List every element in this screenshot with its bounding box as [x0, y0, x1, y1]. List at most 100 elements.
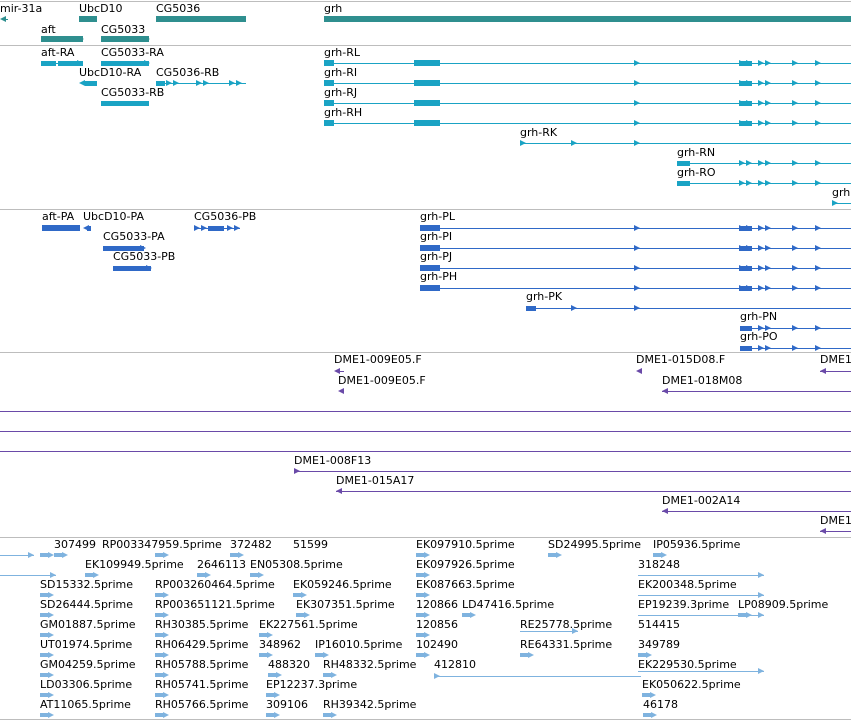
intron-line[interactable] — [820, 531, 851, 532]
est-block[interactable] — [155, 613, 165, 617]
est-label[interactable]: LD03306.5prime — [40, 678, 133, 691]
est-label[interactable]: UT01974.5prime — [40, 638, 133, 651]
est-label[interactable]: 120866 — [416, 598, 458, 611]
feature-label[interactable]: grh-RJ — [324, 86, 358, 99]
est-block[interactable] — [653, 553, 663, 557]
intron-line[interactable] — [638, 595, 764, 596]
intron-line[interactable] — [324, 103, 851, 104]
est-block[interactable] — [155, 653, 165, 657]
bac-line[interactable] — [0, 431, 851, 432]
est-block[interactable] — [293, 593, 303, 597]
intron-line[interactable] — [526, 308, 851, 309]
est-label[interactable]: SD26444.5prime — [40, 598, 133, 611]
est-block[interactable] — [40, 593, 50, 597]
feature-label[interactable]: grh-RI — [324, 66, 358, 79]
est-label[interactable]: EK087663.5prime — [416, 578, 515, 591]
gene-label[interactable]: aft — [41, 23, 56, 36]
intron-line[interactable] — [677, 183, 851, 184]
est-block[interactable] — [268, 673, 278, 677]
est-label[interactable]: RE64331.5prime — [520, 638, 613, 651]
est-label[interactable]: 318248 — [638, 558, 680, 571]
intron-line[interactable] — [324, 63, 851, 64]
intron-line[interactable] — [520, 143, 851, 144]
est-block[interactable] — [259, 653, 269, 657]
est-label[interactable]: 51599 — [293, 538, 328, 551]
exon-block[interactable] — [41, 61, 56, 66]
exon-block[interactable] — [113, 266, 151, 271]
est-label[interactable]: 349789 — [638, 638, 680, 651]
est-label[interactable]: RP003651121.5prime — [155, 598, 275, 611]
est-block[interactable] — [155, 713, 165, 717]
est-label[interactable]: SD15332.5prime — [40, 578, 133, 591]
intron-line[interactable] — [338, 371, 344, 372]
est-label[interactable]: GM04259.5prime — [40, 658, 136, 671]
est-block[interactable] — [643, 713, 653, 717]
protein-label[interactable]: UbcD10-PA — [83, 210, 144, 223]
exon-block[interactable] — [414, 100, 440, 106]
est-label[interactable]: LP08909.5prime — [738, 598, 829, 611]
bac-label[interactable]: DME1-008F13 — [294, 454, 372, 467]
intron-line[interactable] — [5, 19, 8, 20]
gene-block[interactable] — [324, 16, 851, 22]
gene-label[interactable]: mir-31a — [0, 2, 43, 15]
bac-label[interactable]: DME1-009E05.F — [338, 374, 426, 387]
est-block[interactable] — [197, 573, 207, 577]
exon-block[interactable] — [414, 120, 440, 126]
bac-label[interactable]: DME1-002A14 — [662, 494, 741, 507]
est-label[interactable]: EK097926.5prime — [416, 558, 515, 571]
est-label[interactable]: 102490 — [416, 638, 458, 651]
exon-block[interactable] — [677, 181, 690, 186]
est-block[interactable] — [155, 693, 165, 697]
feature-label[interactable]: grh-RL — [324, 46, 361, 59]
est-label[interactable]: EK097910.5prime — [416, 538, 515, 551]
protein-label[interactable]: grh-PJ — [420, 250, 453, 263]
est-block[interactable] — [462, 613, 472, 617]
exon-block[interactable] — [739, 266, 752, 271]
est-block[interactable] — [155, 593, 165, 597]
est-block[interactable] — [642, 693, 652, 697]
exon-block[interactable] — [103, 246, 144, 251]
exon-block[interactable] — [87, 226, 91, 231]
est-block[interactable] — [266, 693, 276, 697]
exon-block[interactable] — [414, 60, 440, 66]
exon-block[interactable] — [420, 265, 440, 271]
gene-label[interactable]: UbcD10 — [79, 2, 123, 15]
est-label[interactable]: 348962 — [259, 638, 301, 651]
protein-label[interactable]: grh-PI — [420, 230, 453, 243]
est-block[interactable] — [296, 613, 306, 617]
est-label[interactable]: RH05788.5prime — [155, 658, 249, 671]
est-label[interactable]: RH06429.5prime — [155, 638, 249, 651]
feature-label[interactable]: CG5036-RB — [156, 66, 220, 79]
est-block[interactable] — [738, 613, 748, 617]
gene-label[interactable]: CG5033 — [101, 23, 146, 36]
bac-label[interactable]: DME1 — [820, 514, 851, 527]
est-label[interactable]: LD47416.5prime — [462, 598, 555, 611]
est-label[interactable]: 46178 — [643, 698, 678, 711]
protein-label[interactable]: grh-PK — [526, 290, 563, 303]
est-block[interactable] — [155, 673, 165, 677]
est-label[interactable]: EK059246.5prime — [293, 578, 392, 591]
bac-label[interactable]: DME1-009E05.F — [334, 353, 422, 366]
est-label[interactable]: 120856 — [416, 618, 458, 631]
est-block[interactable] — [520, 653, 530, 657]
intron-line[interactable] — [336, 491, 851, 492]
est-block[interactable] — [416, 553, 426, 557]
bac-label[interactable]: DME1-015D08.F — [636, 353, 726, 366]
exon-block[interactable] — [526, 306, 536, 311]
est-label[interactable]: 514415 — [638, 618, 680, 631]
exon-block[interactable] — [324, 80, 334, 86]
bac-label[interactable]: DME1-015A17 — [336, 474, 415, 487]
bac-line[interactable] — [0, 451, 851, 452]
est-label[interactable]: EK227561.5prime — [259, 618, 358, 631]
feature-label[interactable]: CG5033-RB — [101, 86, 165, 99]
bac-line[interactable] — [0, 411, 851, 412]
est-block[interactable] — [155, 553, 165, 557]
est-label[interactable]: IP16010.5prime — [315, 638, 403, 651]
gene-block[interactable] — [79, 16, 97, 22]
feature-label[interactable]: grh-RK — [520, 126, 558, 139]
exon-block[interactable] — [739, 286, 752, 291]
intron-line[interactable] — [638, 575, 764, 576]
est-label[interactable]: AT11065.5prime — [40, 698, 131, 711]
protein-label[interactable]: CG5036-PB — [194, 210, 257, 223]
est-label[interactable]: EN05308.5prime — [250, 558, 343, 571]
